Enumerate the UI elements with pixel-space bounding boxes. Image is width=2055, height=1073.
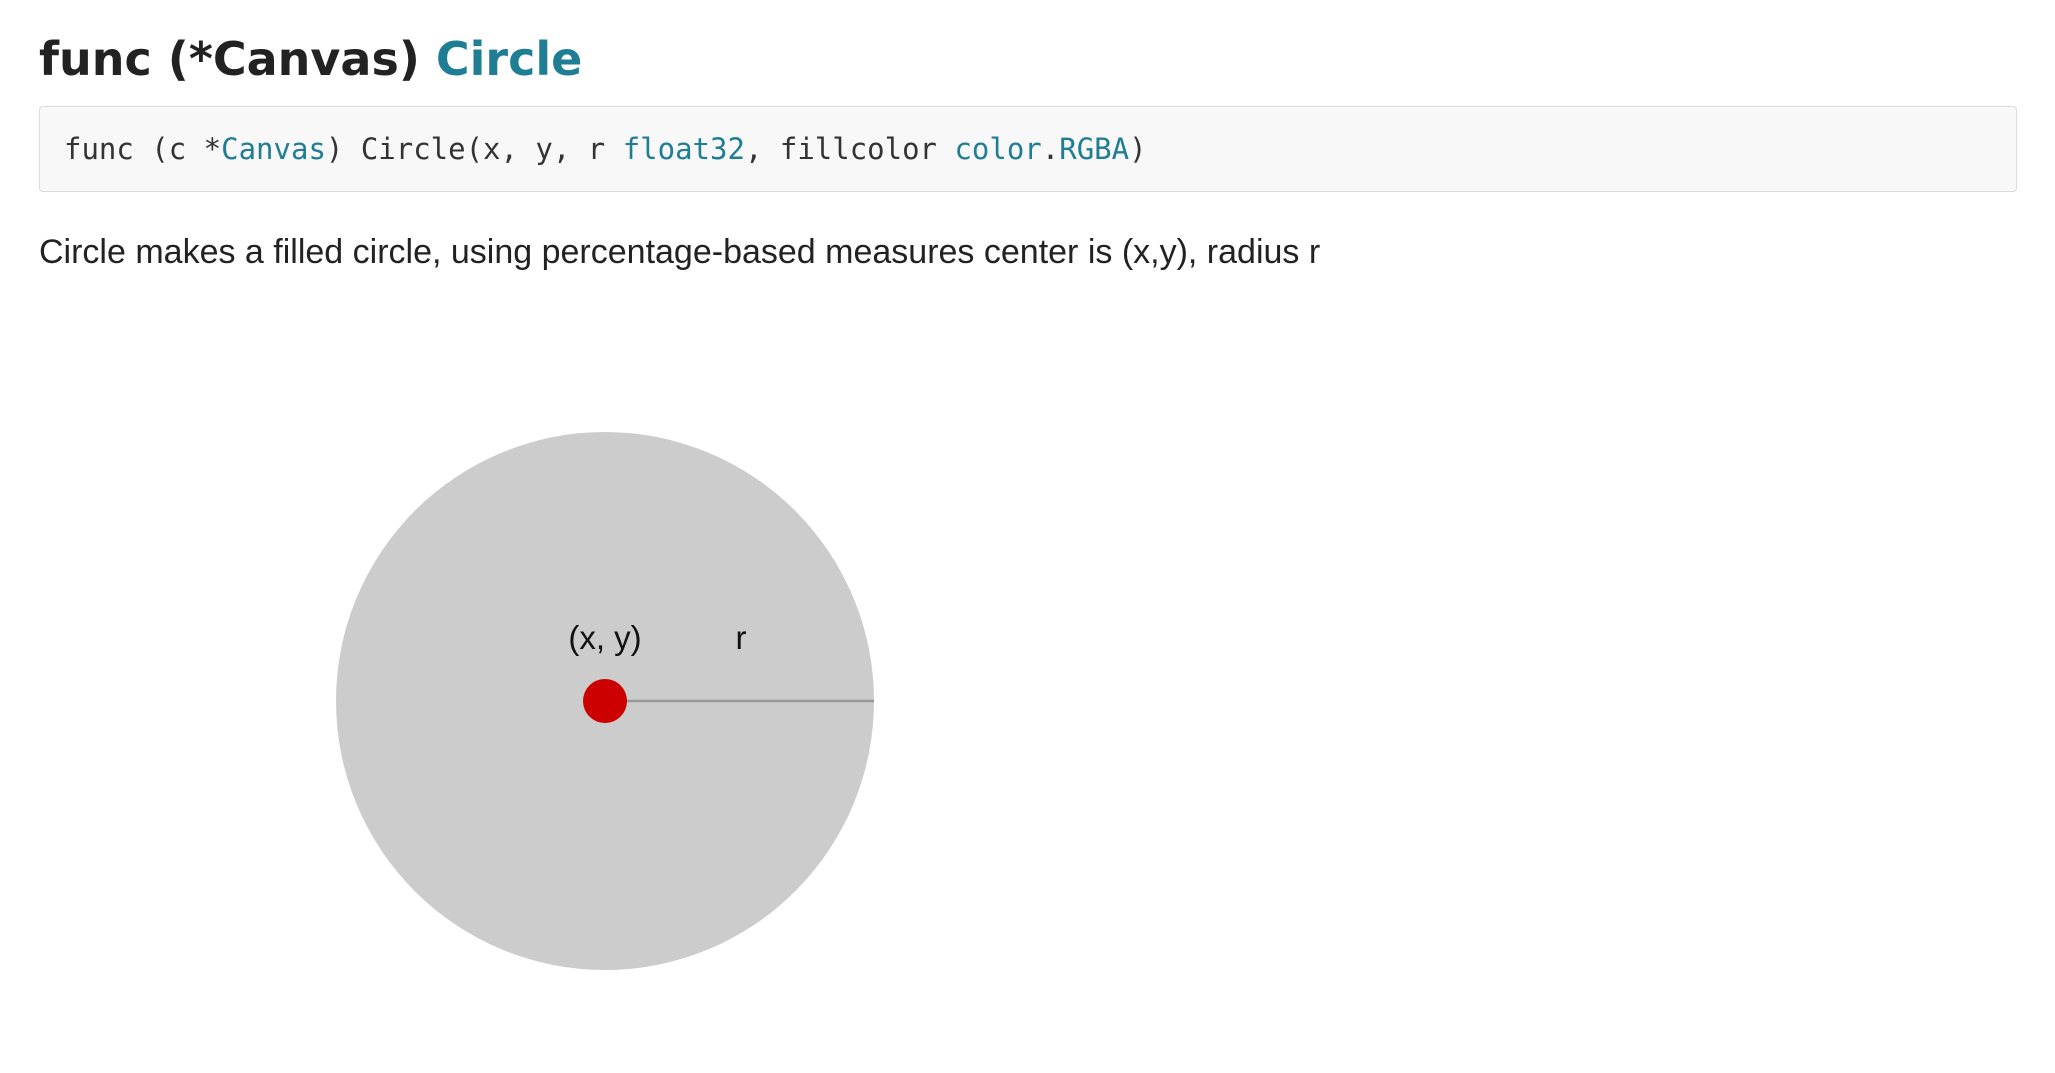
center-point (583, 679, 627, 723)
signature-param-type-link[interactable]: float32 (622, 132, 745, 166)
signature-dot: . (1041, 132, 1060, 166)
signature-color-package-link[interactable]: color (954, 132, 1042, 166)
circle-diagram: (x, y) r (336, 432, 874, 970)
radius-label: r (736, 619, 747, 656)
signature-part1: func (c * (64, 132, 222, 166)
signature-receiver-type-link[interactable]: Canvas (221, 132, 326, 166)
function-description: Circle makes a filled circle, using perc… (39, 233, 1321, 271)
signature-part3: , fillcolor (744, 132, 955, 166)
signature-part2: ) Circle(x, y, r (325, 132, 623, 166)
center-label: (x, y) (568, 619, 641, 656)
function-signature: func (c * Canvas) Circle(x, y, r float32,… (39, 106, 2017, 192)
signature-color-type-link[interactable]: RGBA (1059, 132, 1130, 166)
heading-function-name[interactable]: Circle (435, 32, 583, 86)
heading-prefix: func (*Canvas) (39, 32, 436, 86)
signature-part4: ) (1129, 132, 1147, 166)
function-heading: func (*Canvas) Circle (39, 28, 582, 90)
